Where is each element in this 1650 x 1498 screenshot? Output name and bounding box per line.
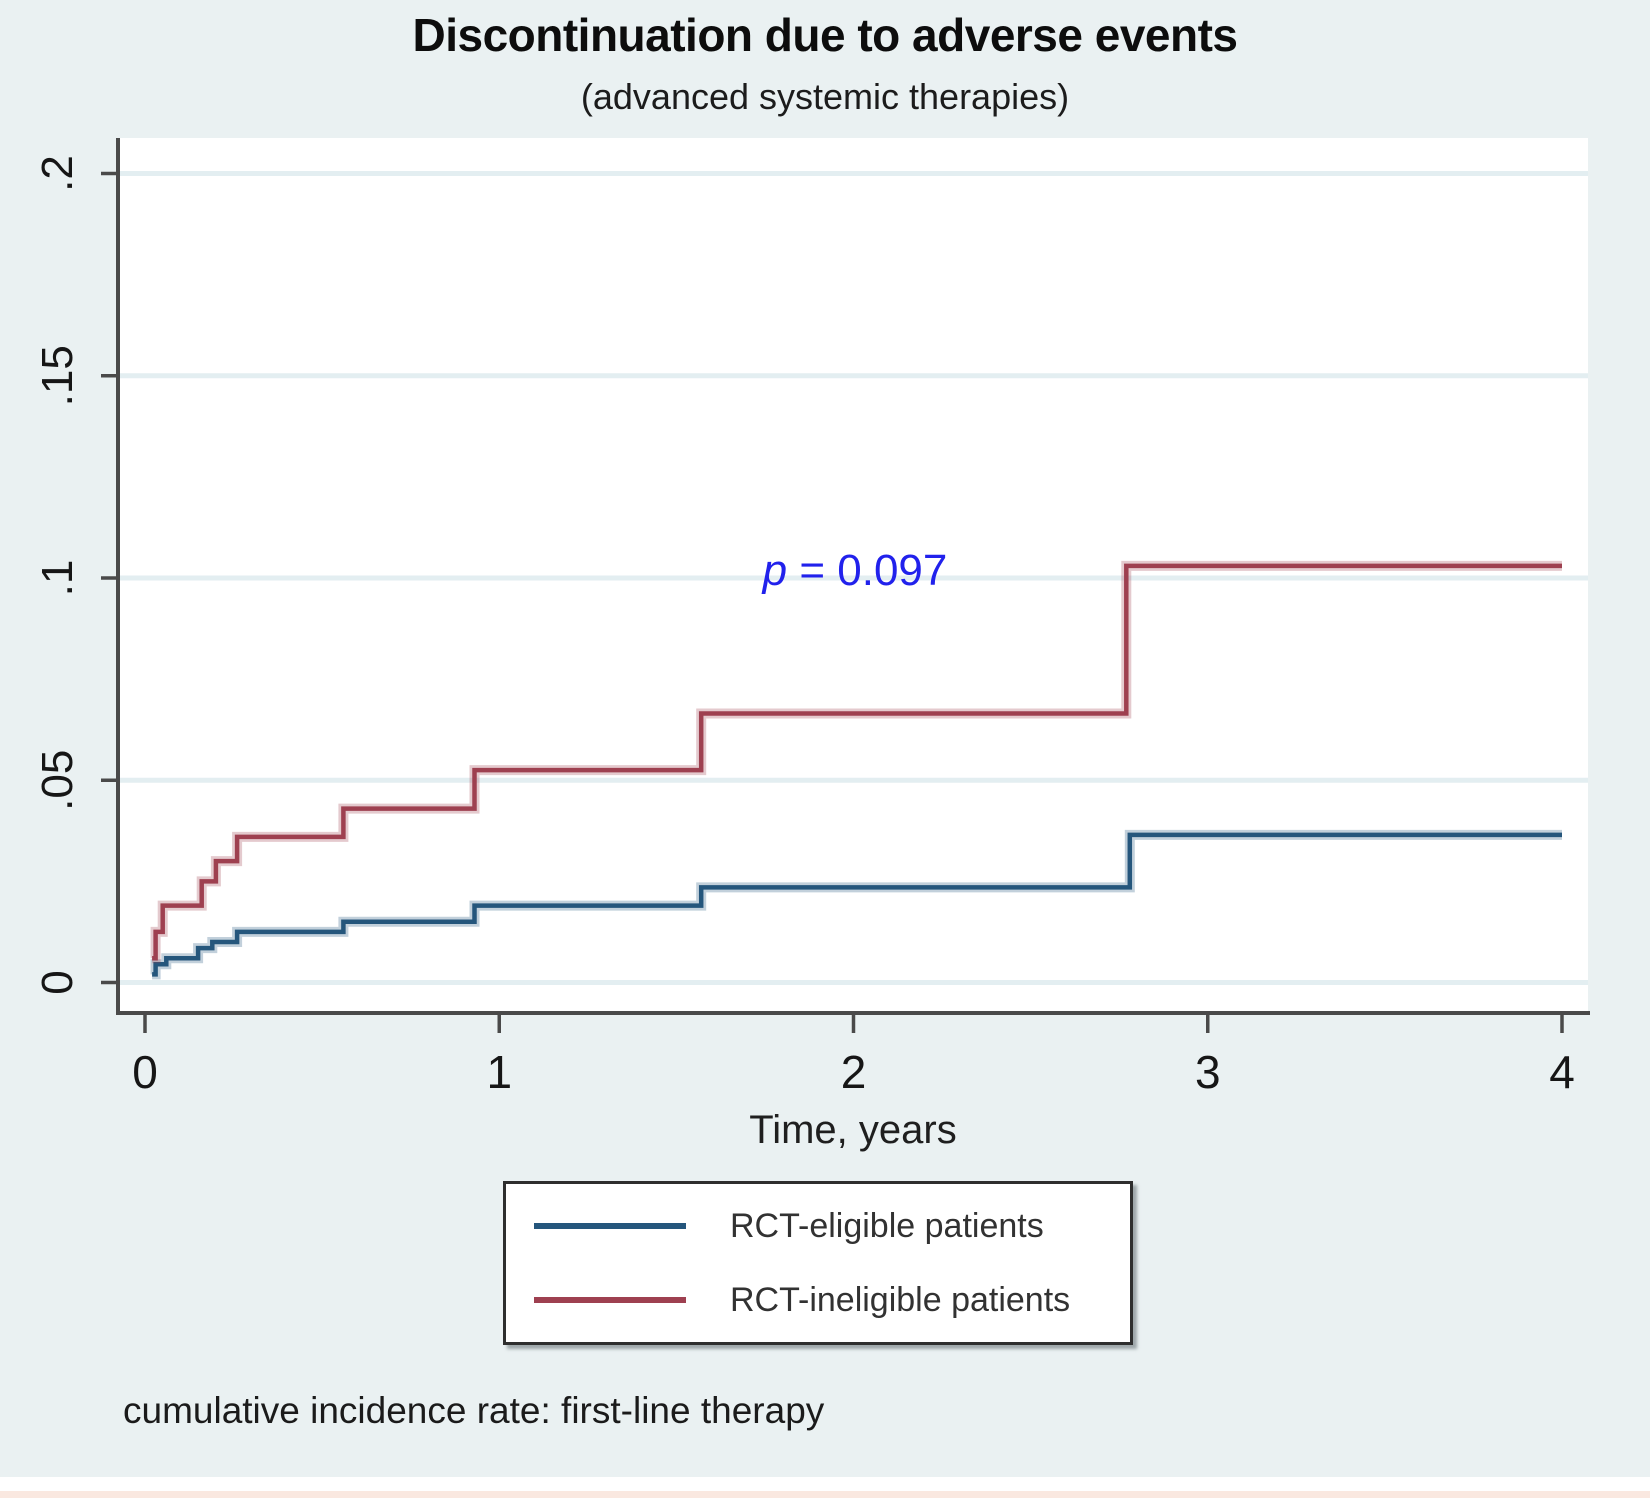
ineligible-line-swatch [534,1297,686,1303]
legend-row-eligible: RCT-eligible patients [506,1189,1130,1263]
legend-label-ineligible: RCT-ineligible patients [730,1280,1071,1319]
bottom-white-strip [0,1477,1650,1491]
y-tick-label: 0 [33,970,82,994]
x-tick-label: 4 [1549,1046,1575,1098]
x-tick-label: 2 [841,1046,867,1098]
x-tick-label: 1 [486,1046,512,1098]
legend-label-eligible: RCT-eligible patients [730,1206,1044,1245]
x-axis-label: Time, years [749,1108,957,1152]
figure-caption: cumulative incidence rate: first-line th… [123,1390,825,1431]
chart-title: Discontinuation due to adverse events [412,9,1238,61]
p-symbol: p [762,546,788,595]
legend-box: RCT-eligible patients RCT-ineligible pat… [503,1181,1133,1345]
y-tick-label: .2 [33,155,82,192]
x-tick-label: 0 [132,1046,158,1098]
y-tick-label: .1 [33,560,82,597]
y-tick-label: .15 [33,345,82,406]
chart-subtitle: (advanced systemic therapies) [580,76,1070,117]
bottom-pink-strip [0,1491,1650,1498]
y-tick-label: .05 [33,750,82,811]
legend-row-ineligible: RCT-ineligible patients [506,1263,1130,1337]
p-value-text: = 0.097 [787,546,948,595]
eligible-line-swatch [534,1223,686,1229]
series-line-0 [152,832,1562,977]
series-line-1 [152,563,1562,961]
x-tick-label: 3 [1195,1046,1221,1098]
p-value-annotation: p = 0.097 [630,546,1080,596]
